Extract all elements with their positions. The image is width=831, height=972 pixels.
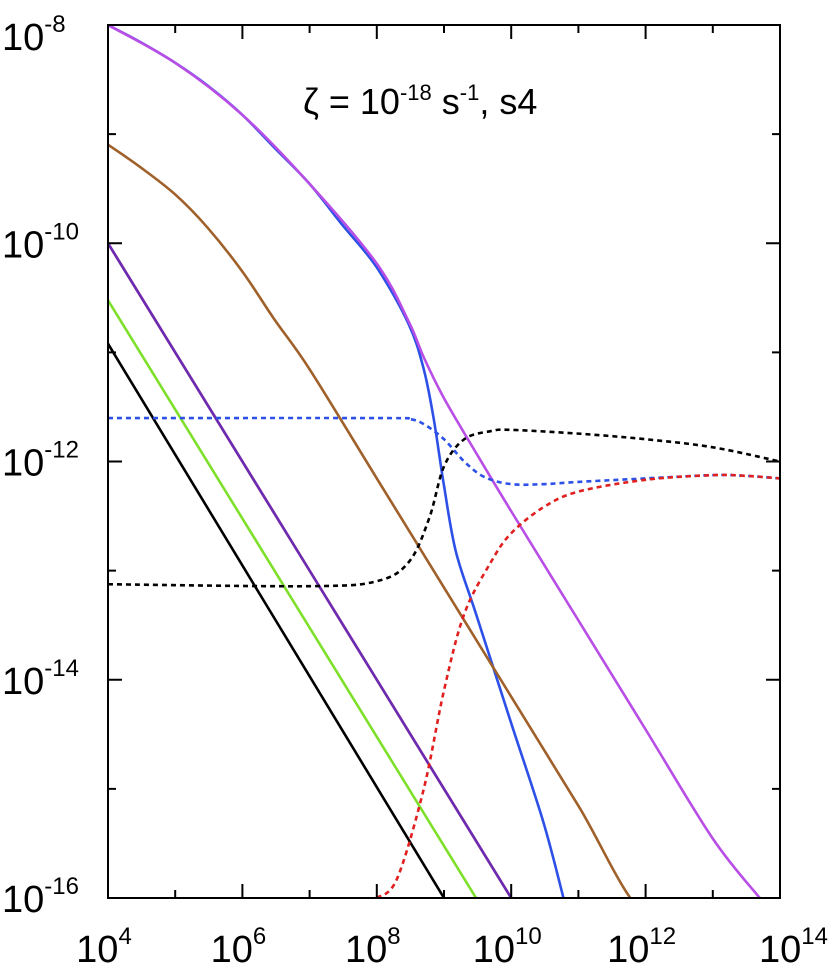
series-line-1 <box>108 25 565 898</box>
annotation-prefix: ζ = 10 <box>303 81 400 122</box>
y-tick-label: 10-8 <box>2 11 66 59</box>
x-tick-base: 10 <box>211 929 253 971</box>
series-line-6 <box>108 299 478 898</box>
annotation-unit: s <box>432 81 460 122</box>
x-tick-label: 1014 <box>759 923 828 971</box>
series-line-10 <box>375 473 780 898</box>
y-tick-exp: -12 <box>44 437 79 464</box>
y-tick-label: 10-16 <box>2 873 79 921</box>
x-tick-label: 108 <box>345 923 401 971</box>
series-layer <box>108 25 780 898</box>
series-line-2 <box>108 25 761 898</box>
y-tick-exp: -10 <box>44 218 79 245</box>
x-tick-label: 104 <box>76 923 132 971</box>
annotation-exp: -18 <box>400 80 432 105</box>
y-tick-exp: -14 <box>44 655 79 682</box>
y-tick-label: 10-10 <box>2 218 79 266</box>
series-line-3 <box>108 143 707 898</box>
labels-layer: 104 106 108 1010 1012 101410-810-1010-1210-14… <box>2 11 828 971</box>
x-tick-label: 106 <box>211 923 267 971</box>
x-tick-label: 1010 <box>473 923 542 971</box>
x-tick-exp: 10 <box>515 923 542 950</box>
y-tick-base: 10 <box>2 443 44 485</box>
x-tick-exp: 6 <box>253 923 266 950</box>
annotation-label: ζ = 10-18 s-1, s4 <box>303 80 537 122</box>
x-tick-base: 10 <box>345 929 387 971</box>
y-tick-base: 10 <box>2 224 44 266</box>
series-line-7 <box>108 343 446 898</box>
x-tick-base: 10 <box>76 929 118 971</box>
plot-frame <box>107 24 781 899</box>
y-tick-exp: -16 <box>44 873 79 900</box>
y-tick-label: 10-14 <box>2 655 79 703</box>
x-tick-exp: 12 <box>649 923 676 950</box>
annotation-unit-exp: -1 <box>460 80 480 105</box>
x-tick-base: 10 <box>759 929 801 971</box>
x-tick-exp: 14 <box>801 923 828 950</box>
y-tick-exp: -8 <box>44 11 65 38</box>
x-tick-base: 10 <box>473 929 515 971</box>
annotation-suffix: , s4 <box>479 81 537 122</box>
y-tick-base: 10 <box>2 17 44 59</box>
series-line-8 <box>108 416 780 487</box>
y-tick-base: 10 <box>2 661 44 703</box>
x-tick-exp: 4 <box>118 923 131 950</box>
series-line-5 <box>108 242 513 898</box>
x-tick-base: 10 <box>607 929 649 971</box>
ticks-layer <box>107 24 781 899</box>
x-tick-label: 1012 <box>607 923 676 971</box>
y-tick-base: 10 <box>2 879 44 921</box>
y-tick-label: 10-12 <box>2 437 79 485</box>
x-tick-exp: 8 <box>387 923 400 950</box>
